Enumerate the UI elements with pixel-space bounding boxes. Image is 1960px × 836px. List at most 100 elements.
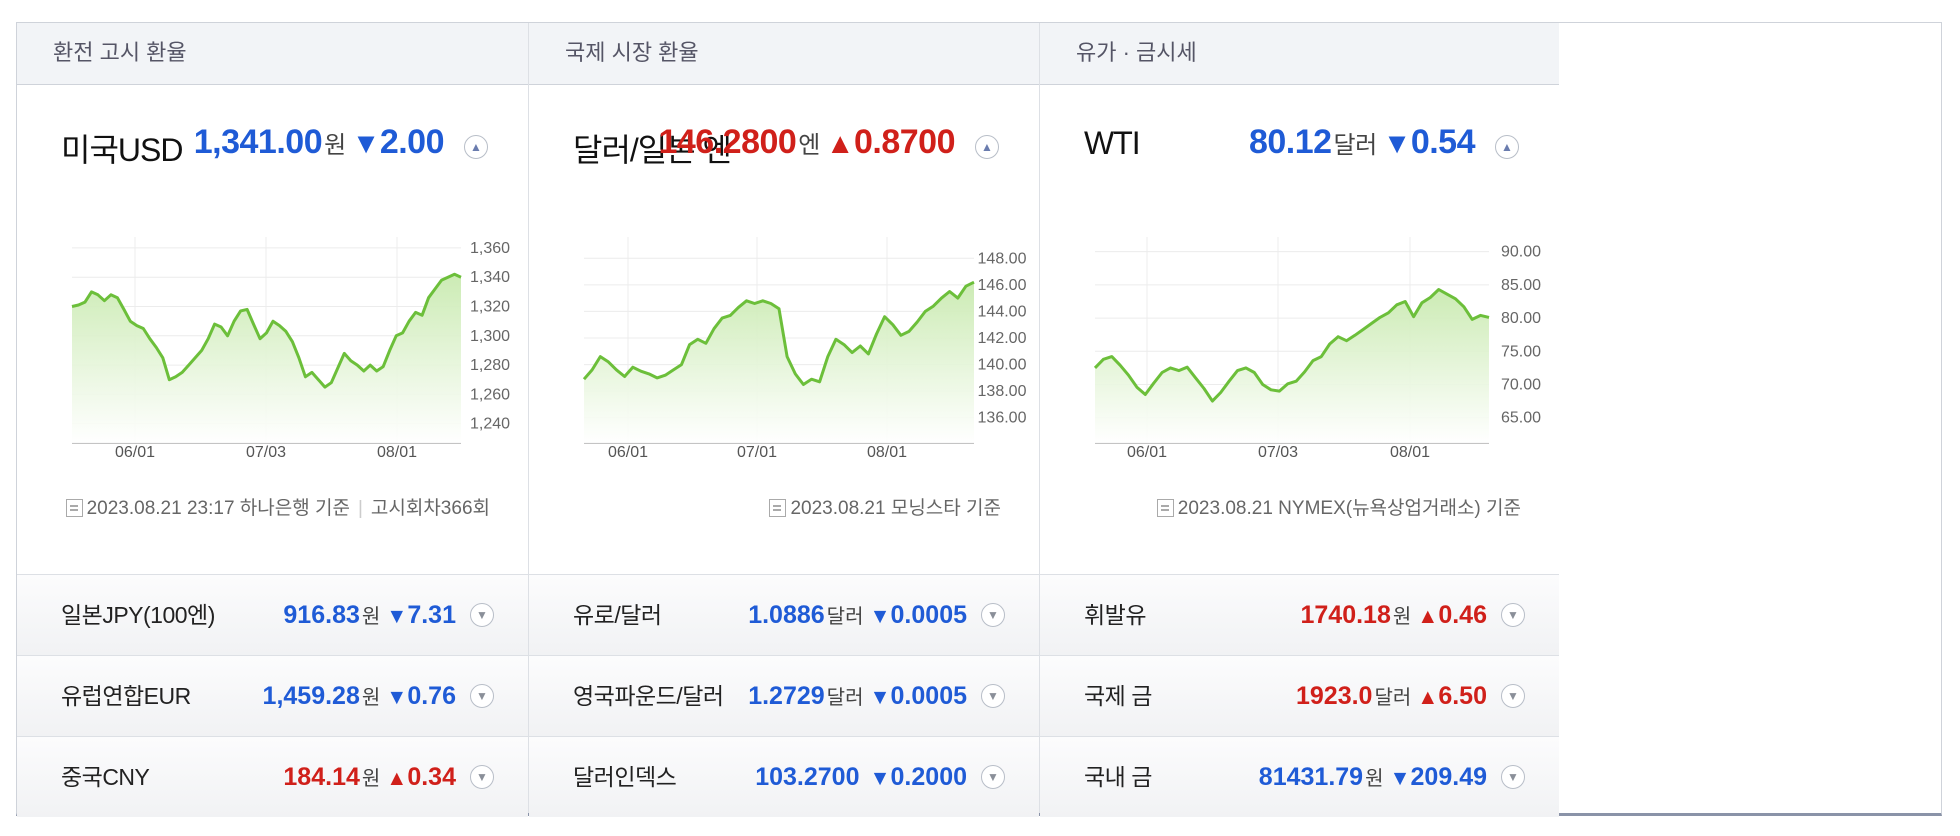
y-tick-label: 90.00 (1501, 244, 1541, 261)
y-tick-label: 85.00 (1501, 277, 1541, 294)
row-change: 6.50 (1438, 682, 1487, 710)
quote-row[interactable]: 중국CNY 184.14 원 ▲0.34 ▼ (17, 736, 528, 817)
y-tick-label: 138.00 (978, 383, 1027, 400)
main-value-number: 80.12 (1248, 123, 1332, 161)
main-value-number: 1,341.00 (193, 123, 323, 161)
change-direction-icon: ▲ (825, 128, 855, 160)
row-value-unit: 달러 (1374, 687, 1412, 709)
change-direction-icon: ▼ (869, 604, 891, 628)
quote-row[interactable]: 달러인덱스 103.2700 ▼0.2000 ▼ (529, 736, 1039, 817)
y-tick-label: 148.00 (978, 250, 1027, 267)
row-change: 209.49 (1410, 763, 1487, 791)
change-direction-icon: ▼ (1382, 128, 1412, 160)
change-direction-icon: ▲ (1417, 604, 1439, 628)
change-direction-icon: ▼ (869, 766, 891, 790)
chevron-down-icon[interactable]: ▼ (981, 684, 1005, 708)
row-value-unit: 원 (1365, 768, 1384, 790)
series-area (1095, 289, 1489, 443)
chevron-up-icon[interactable]: ▲ (975, 135, 999, 159)
row-change: 7.31 (407, 601, 456, 629)
main-change: 0.8700 (854, 123, 956, 161)
x-tick-label: 08/01 (377, 444, 417, 461)
row-value-unit: 달러 (826, 606, 864, 628)
quote-row[interactable]: 유럽연합EUR 1,459.28 원 ▼0.76 ▼ (17, 655, 528, 736)
main-value-unit: 달러 (1333, 132, 1378, 159)
row-change: 0.2000 (890, 763, 967, 791)
series-area (72, 274, 461, 443)
y-tick-label: 140.00 (978, 357, 1027, 374)
main-quote-name: 미국USD (61, 132, 183, 168)
chevron-down-icon[interactable]: ▼ (1501, 603, 1525, 627)
x-tick-label: 07/01 (737, 444, 777, 461)
section-oil: 유가 · 금시세 WTI 80.12달러 ▼0.54 ▲ 65.00 70.00 75… (1040, 23, 1559, 817)
row-value-number: 81431.79 (1258, 763, 1364, 791)
main-quote: 미국USD 1,341.00원 ▼2.00 ▲ 1,240 1,260 1,280 1,… (17, 85, 528, 574)
section-header: 환전 고시 환율 (17, 23, 528, 85)
row-change: 0.34 (407, 763, 456, 791)
row-change: 0.76 (407, 682, 456, 710)
quote-row[interactable]: 영국파운드/달러 1.2729 달러 ▼0.0005 ▼ (529, 655, 1039, 736)
main-quote-name: WTI (1084, 125, 1141, 161)
quote-row[interactable]: 휘발유 1740.18 원 ▲0.46 ▼ (1040, 574, 1559, 655)
y-tick-label: 70.00 (1501, 377, 1541, 394)
chevron-down-icon[interactable]: ▼ (1501, 684, 1525, 708)
row-value-number: 1740.18 (1300, 601, 1391, 629)
change-direction-icon: ▲ (386, 766, 408, 790)
section-fx: 환전 고시 환율 미국USD 1,341.00원 ▼2.00 ▲ 1,240 1,2… (17, 23, 529, 817)
quote-row[interactable]: 국내 금 81431.79 원 ▼209.49 ▼ (1040, 736, 1559, 817)
x-tick-label: 06/01 (608, 444, 648, 461)
main-quote-value: 80.12달러 ▼0.54 (1248, 123, 1476, 162)
chevron-down-icon[interactable]: ▼ (470, 684, 494, 708)
chevron-down-icon[interactable]: ▼ (1501, 765, 1525, 789)
document-icon (1156, 499, 1174, 517)
chevron-down-icon[interactable]: ▼ (470, 765, 494, 789)
main-quote: 달러/일본 엔 146.2800엔 ▲0.8700 ▲ 136.00 138.00 1… (529, 85, 1039, 574)
document-icon (65, 499, 83, 517)
chevron-down-icon[interactable]: ▼ (981, 765, 1005, 789)
y-tick-label: 1,260 (470, 386, 510, 403)
chevron-up-icon[interactable]: ▲ (1495, 135, 1519, 159)
row-name: 중국CNY (61, 764, 150, 790)
row-value: 1,459.28 원 ▼0.76 (263, 656, 456, 738)
row-value: 184.14 원 ▲0.34 (283, 737, 456, 819)
row-name: 일본JPY(100엔) (61, 602, 215, 628)
source-extra: 고시회차366회 (370, 498, 490, 519)
change-direction-icon: ▲ (1417, 685, 1439, 709)
x-tick-label: 08/01 (1390, 444, 1430, 461)
row-name: 국내 금 (1084, 764, 1152, 790)
chevron-down-icon[interactable]: ▼ (470, 603, 494, 627)
y-tick-label: 80.00 (1501, 310, 1541, 327)
main-quote: WTI 80.12달러 ▼0.54 ▲ 65.00 70.00 75.00 80.00 8… (1040, 85, 1559, 574)
row-name: 국제 금 (1084, 683, 1152, 709)
series-line (582, 280, 975, 386)
row-value-unit: 달러 (826, 687, 864, 709)
quote-row[interactable]: 일본JPY(100엔) 916.83 원 ▼7.31 ▼ (17, 574, 528, 655)
x-tick-label: 06/01 (1127, 444, 1167, 461)
main-quote-name: 달러/일본 엔 (573, 132, 732, 168)
y-tick-label: 1,360 (470, 240, 510, 257)
exchange-rate-widget: 환전 고시 환율 미국USD 1,341.00원 ▼2.00 ▲ 1,240 1,2… (16, 22, 1942, 817)
row-value-number: 1.0886 (748, 601, 825, 629)
y-tick-label: 1,240 (470, 416, 510, 433)
quote-row[interactable]: 국제 금 1923.0 달러 ▲6.50 ▼ (1040, 655, 1559, 736)
row-value-unit: 원 (1392, 606, 1412, 628)
row-name: 유럽연합EUR (61, 683, 191, 709)
chevron-up-icon[interactable]: ▲ (464, 135, 488, 159)
main-change: 2.00 (379, 123, 445, 161)
source-date: 2023.08.21 NYMEX(뉴욕상업거래소) 기준 (1177, 498, 1521, 519)
source-date: 2023.08.21 23:17 하나은행 기준 (86, 498, 350, 519)
quote-row[interactable]: 유로/달러 1.0886 달러 ▼0.0005 ▼ (529, 574, 1039, 655)
y-tick-label: 65.00 (1501, 410, 1541, 427)
row-name: 달러인덱스 (573, 764, 677, 790)
source-info: 2023.08.21 모닝스타 기준 (769, 493, 1001, 520)
change-direction-icon: ▼ (1389, 766, 1411, 790)
change-direction-icon: ▼ (386, 604, 408, 628)
section-header: 유가 · 금시세 (1040, 23, 1559, 85)
row-value-unit: 원 (361, 768, 381, 790)
main-quote-value: 1,341.00원 ▼2.00 (193, 123, 445, 162)
series-area (584, 282, 974, 443)
chevron-down-icon[interactable]: ▼ (981, 603, 1005, 627)
row-value-number: 1923.0 (1296, 682, 1373, 710)
row-value-number: 916.83 (283, 601, 360, 629)
main-value-unit: 원 (324, 132, 346, 159)
